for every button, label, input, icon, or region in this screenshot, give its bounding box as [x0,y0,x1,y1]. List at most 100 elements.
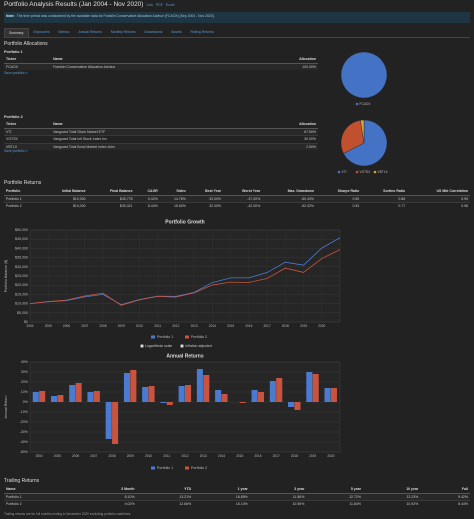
legend-swatch [185,335,189,339]
bar [148,386,155,402]
x-tick-label: 2004 [26,324,33,328]
column-header: Ticker [4,121,52,129]
legend-swatch [151,335,155,339]
data-table: Ticker Name Allocation FCAOX Franklin Conser… [4,56,318,71]
legend-swatch [373,170,377,174]
chart-controls: Logarithmic scale Inflation adjusted [140,344,212,348]
returns-table-wrap: Portfolio Initial Balance Final Balance CAG… [4,188,470,210]
y-tick-label: -10% [20,410,29,414]
table-cell: 10.92% [362,500,421,508]
y-tick-label: 10% [21,390,29,394]
page-title: Portfolio Analysis Results (Jan 2004 - N… [4,1,144,8]
y-tick-label: $30,000 [15,265,28,269]
table-cell: 33.00% [187,194,224,203]
x-tick-label: 2020 [327,454,334,458]
tab[interactable]: Assets [171,30,182,35]
table-cell: 0.53 [316,202,362,210]
bar [75,383,82,402]
legend-label: VBTLX [378,170,389,174]
y-tick-label: $25,000 [15,274,28,278]
column-header: Initial Balance [38,188,88,196]
chart-title: Portfolio Growth [165,219,204,225]
table-cell: Portfolio 2 [4,202,39,210]
x-tick-label: 2012 [181,454,188,458]
table-cell: -37.00% [223,194,263,203]
bar [196,369,203,402]
pie-slice [340,120,365,154]
table-cell: VTI [4,127,52,136]
pie-slice [343,119,388,167]
pie-slice [360,119,365,144]
table-cell: $45,778 [87,194,135,203]
y-tick-label: $45,000 [15,237,28,241]
tab[interactable]: Exposures [33,30,50,35]
table-cell: 14.76% [159,194,188,203]
legend-label: VGTSX [360,170,372,174]
header-link[interactable]: PDF [155,3,163,7]
table-cell: Portfolio 1 [4,194,39,203]
bar [112,402,119,444]
tab[interactable]: Summary [4,28,29,37]
legend-label: Portfolio 1 [157,466,173,470]
table-row: Portfolio 1 $10,000 $45,778 9.42% 14.76% 33.0… [4,194,470,203]
checkbox-option[interactable]: Inflation adjusted [180,344,212,348]
x-tick-label: 2011 [163,454,170,458]
table-cell: 0.59 [316,194,362,203]
data-table: Portfolio Initial Balance Final Balance CAG… [4,188,470,210]
note-bar: Note: The time period was constrained by … [4,12,470,23]
column-header: Sortino Ratio [361,188,408,196]
series-line [29,249,341,306]
bar [306,372,313,402]
x-tick-label: 2012 [172,324,179,328]
checkbox[interactable] [180,344,185,348]
bar [269,381,276,402]
header-link[interactable]: Excel [165,3,175,7]
table-row: FCAOX Franklin Conservative Allocation Ad… [4,62,318,71]
x-tick-label: 2019 [309,454,316,458]
legend-label: FCAOX [360,102,372,106]
bar [276,378,283,402]
table-cell: FCAOX [4,62,52,71]
y-axis-label: Annual Return [4,396,8,419]
table-header-row: Ticker Name Allocation [4,121,318,129]
section-heading: Portfolio Returns [4,180,42,186]
bar [215,390,222,402]
tab[interactable]: Monthly Returns [110,30,136,35]
table-cell: 10.55% [249,500,307,508]
tab[interactable]: Rolling Returns [190,30,214,35]
bar [32,392,39,402]
column-header: Stdev [159,188,188,196]
x-tick-label: 2008 [99,324,106,328]
tab[interactable]: Metrics [58,30,70,35]
data-table: Name 3 Month YTD 1 year 3 year 5 year 10 year F… [4,486,470,508]
bar [185,385,192,402]
table-cell: Portfolio 2 [4,500,75,508]
x-tick-label: 2009 [118,324,125,328]
bar [203,375,210,402]
save-portfolio-link[interactable]: Save portfolio » [4,70,28,75]
table-cell: -52.32% [262,202,317,210]
trailing-table-wrap: Name 3 Month YTD 1 year 3 year 5 year 10 year F… [4,486,470,508]
checkbox-label: Logarithmic scale [145,344,173,348]
bar [87,392,94,402]
column-header: Final Balance [87,188,135,196]
legend-label: VTI [342,170,347,174]
column-header: Name [51,56,256,64]
header-link[interactable]: Link [146,3,153,7]
y-tick-label: -30% [20,430,29,434]
x-tick-label: 2008 [109,454,116,458]
table-row: VBTLX Vanguard Total Bond Market Index Ad… [4,142,318,151]
table-cell: 0.86 [361,194,408,203]
table-cell: VBTLX [4,142,52,151]
bar [57,395,64,402]
x-tick-label: 2018 [291,454,298,458]
table-header-row: Name 3 Month YTD 1 year 3 year 5 year 10 year F… [4,486,470,494]
save-portfolio-link[interactable]: Save portfolio » [4,148,28,153]
checkbox[interactable] [140,344,144,348]
tab[interactable]: Annual Returns [78,30,102,35]
table-cell: Vanguard Total Intl Stock Index Inv [51,135,256,144]
checkbox-option[interactable]: Logarithmic scale [140,344,172,348]
x-tick-label: 2016 [245,324,252,328]
tab[interactable]: Drawdowns [144,30,163,35]
